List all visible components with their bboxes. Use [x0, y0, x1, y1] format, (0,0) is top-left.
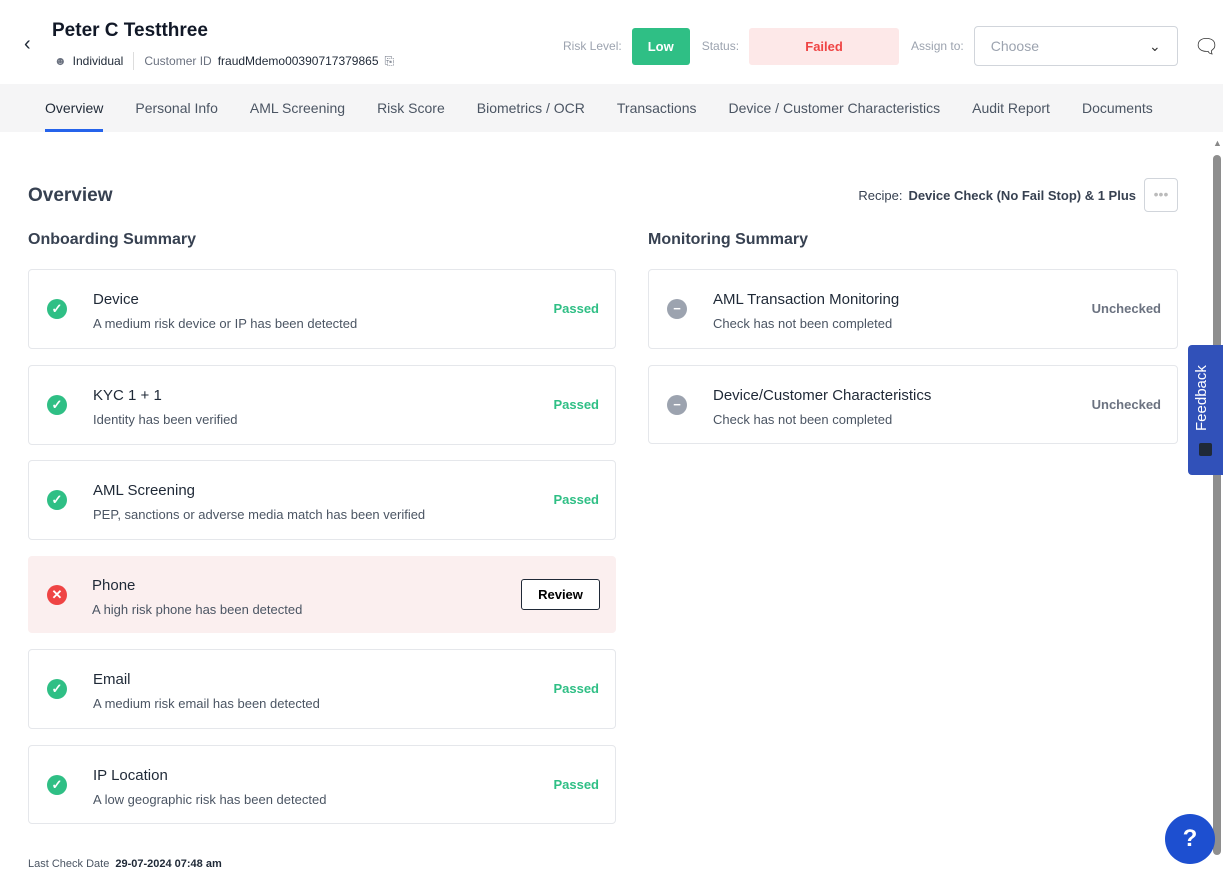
- item-desc: A medium risk email has been detected: [93, 696, 320, 711]
- assign-placeholder: Choose: [990, 38, 1040, 54]
- tab-transactions[interactable]: Transactions: [616, 100, 697, 116]
- tab-bar: Overview Personal Info AML Screening Ris…: [0, 84, 1223, 132]
- recipe: Recipe: Device Check (No Fail Stop) & 1 P…: [858, 188, 1136, 203]
- help-button[interactable]: ?: [1165, 814, 1215, 864]
- onboarding-item-email: ✓ Email A medium risk email has been detec…: [28, 649, 616, 729]
- error-icon: ✕: [47, 585, 67, 605]
- check-icon: ✓: [47, 490, 67, 510]
- item-title: Phone: [92, 577, 136, 594]
- item-status: Passed: [553, 397, 599, 412]
- tab-documents[interactable]: Documents: [1081, 100, 1153, 116]
- check-icon: ✓: [47, 299, 67, 319]
- monitoring-title: Monitoring Summary: [648, 231, 809, 248]
- page-title: Overview: [28, 185, 113, 206]
- copy-icon[interactable]: ⎘: [384, 53, 395, 68]
- item-status: Unchecked: [1091, 301, 1161, 316]
- customer-id: fraudMdemo00390717379865: [217, 54, 379, 68]
- feedback-button[interactable]: Feedback: [1188, 345, 1223, 475]
- customer-type: Individual: [72, 54, 124, 68]
- item-desc: Identity has been verified: [93, 412, 238, 427]
- comment-icon[interactable]: 🗨: [1193, 35, 1220, 58]
- tab-device-characteristics[interactable]: Device / Customer Characteristics: [728, 100, 941, 116]
- item-title: Device/Customer Characteristics: [713, 387, 932, 404]
- check-icon: ✓: [47, 775, 67, 795]
- header: ‹ Peter C Testthree ☻ Individual Custome…: [0, 0, 1223, 84]
- last-check: Last Check Date 29-07-2024 07:48 am: [28, 858, 222, 870]
- item-status: Passed: [553, 301, 599, 316]
- item-status: Passed: [553, 777, 599, 792]
- onboarding-item-phone: ✕ Phone A high risk phone has been detecte…: [28, 556, 616, 633]
- item-status: Unchecked: [1091, 397, 1161, 412]
- status-label: Status:: [701, 39, 740, 53]
- onboarding-title: Onboarding Summary: [28, 231, 197, 248]
- last-check-date: 29-07-2024 07:48 am: [115, 858, 222, 870]
- item-title: AML Screening: [93, 482, 195, 499]
- assign-select[interactable]: Choose ⌄: [973, 26, 1178, 66]
- tab-personal-info[interactable]: Personal Info: [135, 100, 218, 116]
- onboarding-item-aml: ✓ AML Screening PEP, sanctions or adverse …: [28, 460, 616, 540]
- last-check-label: Last Check Date: [28, 858, 110, 870]
- tab-biometrics-ocr[interactable]: Biometrics / OCR: [476, 100, 585, 116]
- minus-icon: −: [667, 299, 687, 319]
- item-status: Passed: [553, 681, 599, 696]
- item-desc: A low geographic risk has been detected: [93, 792, 327, 807]
- status-badge: Failed: [749, 27, 900, 65]
- chevron-down-icon: ⌄: [1149, 37, 1161, 54]
- item-title: KYC 1 + 1: [93, 387, 162, 404]
- item-title: AML Transaction Monitoring: [713, 291, 900, 308]
- review-button[interactable]: Review: [521, 579, 600, 610]
- onboarding-item-kyc: ✓ KYC 1 + 1 Identity has been verified Pass…: [28, 365, 616, 445]
- assign-label: Assign to:: [911, 39, 964, 53]
- item-status: Passed: [553, 492, 599, 507]
- item-title: IP Location: [93, 767, 168, 784]
- minus-icon: −: [667, 395, 687, 415]
- user-icon: ☻: [54, 54, 67, 68]
- customer-name: Peter C Testthree: [52, 20, 208, 41]
- item-desc: A medium risk device or IP has been dete…: [93, 316, 358, 331]
- risk-level-badge: Low: [631, 27, 690, 65]
- item-desc: A high risk phone has been detected: [92, 602, 303, 617]
- onboarding-item-device: ✓ Device A medium risk device or IP has be…: [28, 269, 616, 349]
- customer-meta: ☻ Individual Customer ID fraudMdemo00390…: [54, 52, 394, 70]
- monitoring-item-aml-transaction: − AML Transaction Monitoring Check has not…: [648, 269, 1178, 349]
- more-options-button[interactable]: •••: [1144, 178, 1178, 212]
- customer-id-label: Customer ID: [144, 54, 212, 68]
- onboarding-item-ip-location: ✓ IP Location A low geographic risk has be…: [28, 745, 616, 824]
- tab-risk-score[interactable]: Risk Score: [377, 100, 445, 116]
- check-icon: ✓: [47, 679, 67, 699]
- scrollbar[interactable]: [1213, 155, 1221, 855]
- tab-overview[interactable]: Overview: [29, 84, 119, 132]
- tab-audit-report[interactable]: Audit Report: [972, 100, 1050, 116]
- monitoring-item-device-characteristics: − Device/Customer Characteristics Check ha…: [648, 365, 1178, 444]
- tab-aml-screening[interactable]: AML Screening: [249, 100, 346, 116]
- item-desc: Check has not been completed: [713, 412, 893, 427]
- item-title: Device: [93, 291, 139, 308]
- scroll-up-arrow[interactable]: ▲: [1213, 138, 1222, 148]
- risk-level-label: Risk Level:: [563, 39, 622, 53]
- check-icon: ✓: [47, 395, 67, 415]
- recipe-label: Recipe:: [858, 188, 903, 203]
- item-desc: PEP, sanctions or adverse media match ha…: [93, 507, 426, 522]
- feedback-label: Feedback: [1193, 365, 1210, 431]
- item-desc: Check has not been completed: [713, 316, 893, 331]
- smiley-icon: [1199, 443, 1212, 456]
- recipe-value: Device Check (No Fail Stop) & 1 Plus: [908, 188, 1136, 203]
- item-title: Email: [93, 671, 131, 688]
- back-icon[interactable]: ‹: [24, 33, 31, 55]
